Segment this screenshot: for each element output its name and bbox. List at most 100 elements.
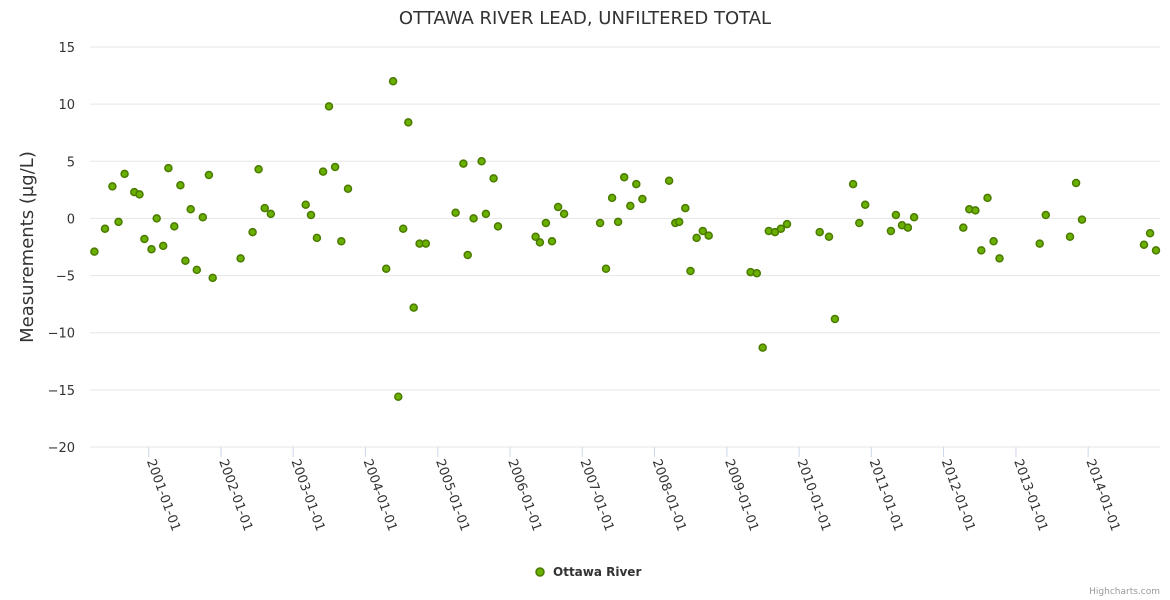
data-point[interactable] <box>692 233 701 243</box>
data-point[interactable] <box>421 239 431 248</box>
data-point[interactable] <box>664 176 674 185</box>
data-point[interactable] <box>1041 210 1051 220</box>
data-point[interactable] <box>860 200 870 209</box>
data-point[interactable] <box>632 179 641 189</box>
data-point[interactable] <box>535 238 545 247</box>
data-point[interactable] <box>208 273 217 283</box>
data-point[interactable] <box>1139 240 1149 249</box>
data-point[interactable] <box>493 222 503 231</box>
data-point[interactable] <box>260 203 269 213</box>
data-point[interactable] <box>1035 239 1044 248</box>
data-point[interactable] <box>170 222 179 231</box>
data-point[interactable] <box>388 77 398 86</box>
data-point[interactable] <box>337 237 346 246</box>
data-point[interactable] <box>674 217 684 227</box>
data-point[interactable] <box>848 179 858 189</box>
data-point[interactable] <box>394 392 403 401</box>
data-point[interactable] <box>959 223 968 232</box>
data-point[interactable] <box>553 202 563 212</box>
data-point[interactable] <box>824 232 834 241</box>
data-point[interactable] <box>638 194 647 204</box>
data-point[interactable] <box>1145 229 1155 238</box>
data-point[interactable] <box>541 218 551 228</box>
data-point[interactable] <box>114 217 123 227</box>
data-point[interactable] <box>855 218 864 228</box>
data-point[interactable] <box>782 219 792 229</box>
data-point[interactable] <box>1071 178 1081 188</box>
data-point[interactable] <box>995 254 1004 263</box>
data-point[interactable] <box>469 214 478 223</box>
data-point[interactable] <box>404 118 413 127</box>
data-point[interactable] <box>330 162 340 172</box>
data-point[interactable] <box>236 254 245 263</box>
data-point[interactable] <box>343 184 353 193</box>
data-point[interactable] <box>451 208 460 217</box>
data-point[interactable] <box>108 182 117 191</box>
data-point[interactable] <box>547 237 557 246</box>
data-point[interactable] <box>977 246 986 255</box>
legend-label-ottawa-river[interactable]: Ottawa River <box>553 565 641 579</box>
data-point[interactable] <box>477 157 486 166</box>
data-point[interactable] <box>595 218 605 228</box>
data-point[interactable] <box>776 224 786 233</box>
data-point[interactable] <box>704 231 713 240</box>
data-point[interactable] <box>181 256 190 265</box>
data-point[interactable] <box>830 314 840 324</box>
data-point[interactable] <box>1077 215 1087 224</box>
data-point[interactable] <box>971 206 980 215</box>
data-point[interactable] <box>607 193 617 203</box>
data-point[interactable] <box>248 227 257 237</box>
data-point[interactable] <box>409 303 418 312</box>
data-point[interactable] <box>1065 232 1075 241</box>
data-point[interactable] <box>90 247 99 256</box>
data-point[interactable] <box>983 193 992 203</box>
data-point[interactable] <box>318 167 328 176</box>
data-point[interactable] <box>626 201 635 211</box>
data-point[interactable] <box>192 265 202 275</box>
data-point[interactable] <box>1151 246 1161 255</box>
data-point[interactable] <box>186 205 195 214</box>
data-point[interactable] <box>266 209 276 219</box>
data-point[interactable] <box>398 224 408 233</box>
data-point[interactable] <box>601 264 611 273</box>
data-point[interactable] <box>886 226 896 236</box>
data-point[interactable] <box>698 226 708 236</box>
credits-link[interactable]: Highcharts.com <box>1089 587 1160 597</box>
data-point[interactable] <box>306 210 316 220</box>
data-point[interactable] <box>147 245 156 254</box>
data-point[interactable] <box>681 203 690 213</box>
data-point[interactable] <box>152 214 161 223</box>
data-point[interactable] <box>989 237 998 246</box>
data-point[interactable] <box>815 227 824 237</box>
data-point[interactable] <box>312 233 322 243</box>
data-point[interactable] <box>135 190 144 199</box>
data-point[interactable] <box>100 224 110 233</box>
data-point[interactable] <box>198 213 208 222</box>
data-point[interactable] <box>459 159 468 168</box>
data-point[interactable] <box>891 210 901 220</box>
data-point[interactable] <box>254 165 263 174</box>
data-point[interactable] <box>176 181 185 190</box>
data-point[interactable] <box>619 173 629 182</box>
data-point[interactable] <box>158 241 168 251</box>
data-point[interactable] <box>120 169 129 179</box>
data-point[interactable] <box>140 234 149 244</box>
data-point[interactable] <box>489 174 498 183</box>
data-point[interactable] <box>531 232 540 241</box>
data-point[interactable] <box>752 269 762 278</box>
data-point[interactable] <box>204 170 214 180</box>
data-point[interactable] <box>324 102 334 111</box>
data-point[interactable] <box>381 264 391 273</box>
data-point[interactable] <box>909 213 919 222</box>
data-point[interactable] <box>758 343 767 352</box>
data-points[interactable] <box>90 77 1161 401</box>
data-point[interactable] <box>903 223 913 232</box>
data-point[interactable] <box>164 163 173 173</box>
data-point[interactable] <box>301 200 310 209</box>
data-point[interactable] <box>613 217 623 227</box>
data-point[interactable] <box>463 250 472 260</box>
data-point[interactable] <box>481 209 491 219</box>
data-point[interactable] <box>686 266 695 276</box>
legend[interactable]: Ottawa River <box>535 565 641 579</box>
data-point[interactable] <box>559 209 569 219</box>
